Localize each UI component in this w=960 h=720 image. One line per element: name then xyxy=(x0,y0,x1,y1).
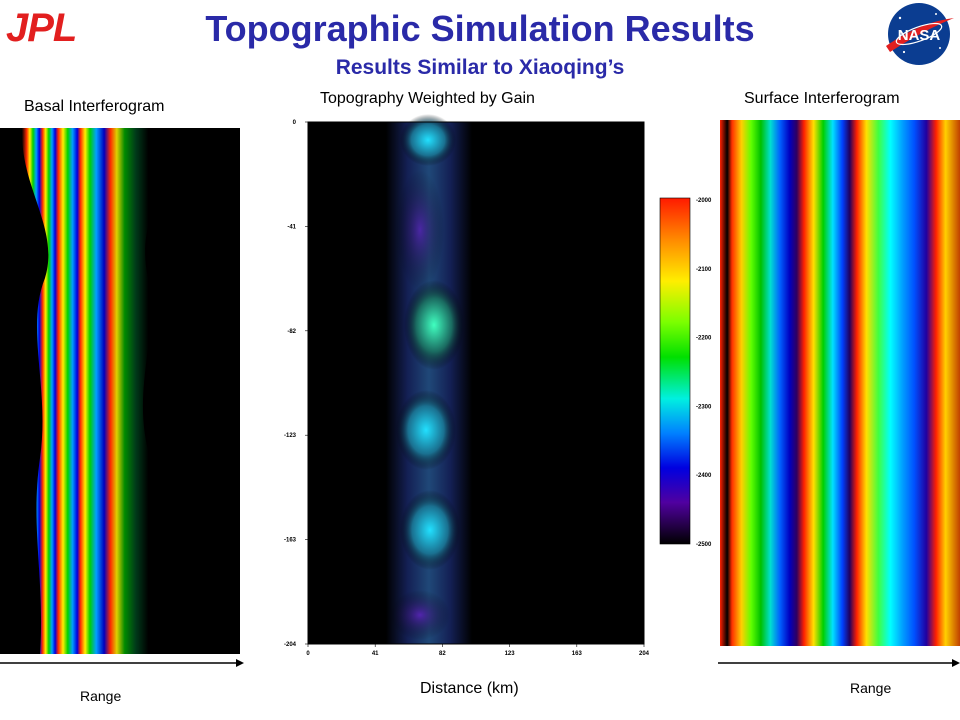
x-tick-label: 82 xyxy=(439,651,446,657)
page-subtitle: Results Similar to Xiaoqing’s xyxy=(335,56,625,79)
surface-interferogram-image xyxy=(720,120,960,646)
colorbar-ticks: -2000 -2100 -2200 -2300 -2400 -2500 xyxy=(696,198,712,548)
colorbar-tick-label: -2500 xyxy=(696,542,712,548)
basal-range-label: Range xyxy=(80,688,122,704)
surface-range-label: Range xyxy=(850,680,892,696)
basal-interferogram-image xyxy=(0,128,240,654)
y-tick-label: -204 xyxy=(284,642,297,648)
x-tick-label: 123 xyxy=(505,651,516,657)
y-tick-label: -163 xyxy=(284,538,297,544)
surface-interferogram-label: Surface Interferogram xyxy=(744,90,900,107)
center-x-axis-label: Distance (km) xyxy=(420,680,519,697)
x-tick-label: 41 xyxy=(372,651,379,657)
surface-range-arrow xyxy=(718,659,960,667)
heatmap-plot-area xyxy=(308,122,644,644)
colorbar-tick-label: -2000 xyxy=(696,198,712,204)
y-tick-label: -41 xyxy=(287,224,296,230)
center-chart-title: Topography Weighted by Gain xyxy=(320,90,535,107)
x-tick-label: 0 xyxy=(306,651,310,657)
svg-text:NASA: NASA xyxy=(898,27,941,44)
basal-interferogram-label: Basal Interferogram xyxy=(24,98,165,115)
colorbar-tick-label: -2100 xyxy=(696,267,712,273)
topography-heatmap: 0 41 82 123 163 204 0 -41 -82 -123 -163 -204 xyxy=(284,114,650,657)
colorbar-tick-label: -2200 xyxy=(696,336,712,342)
jpl-logo: JPL xyxy=(6,6,77,50)
basal-range-arrow xyxy=(0,659,244,667)
y-tick-label: -123 xyxy=(284,433,297,439)
y-tick-label: 0 xyxy=(293,120,297,126)
x-tick-label: 163 xyxy=(572,651,583,657)
heatmap-y-ticks: 0 -41 -82 -123 -163 -204 xyxy=(284,120,308,648)
heatmap-colorbar: -2000 -2100 -2200 -2300 -2400 -2500 xyxy=(659,197,712,548)
colorbar-tick-label: -2400 xyxy=(696,473,712,479)
y-tick-label: -82 xyxy=(287,329,296,335)
x-tick-label: 204 xyxy=(639,651,650,657)
nasa-logo: NASA xyxy=(886,3,954,65)
colorbar-tick-label: -2300 xyxy=(696,404,712,410)
heatmap-x-ticks: 0 41 82 123 163 204 xyxy=(306,644,650,657)
page-title: Topographic Simulation Results xyxy=(205,8,755,49)
